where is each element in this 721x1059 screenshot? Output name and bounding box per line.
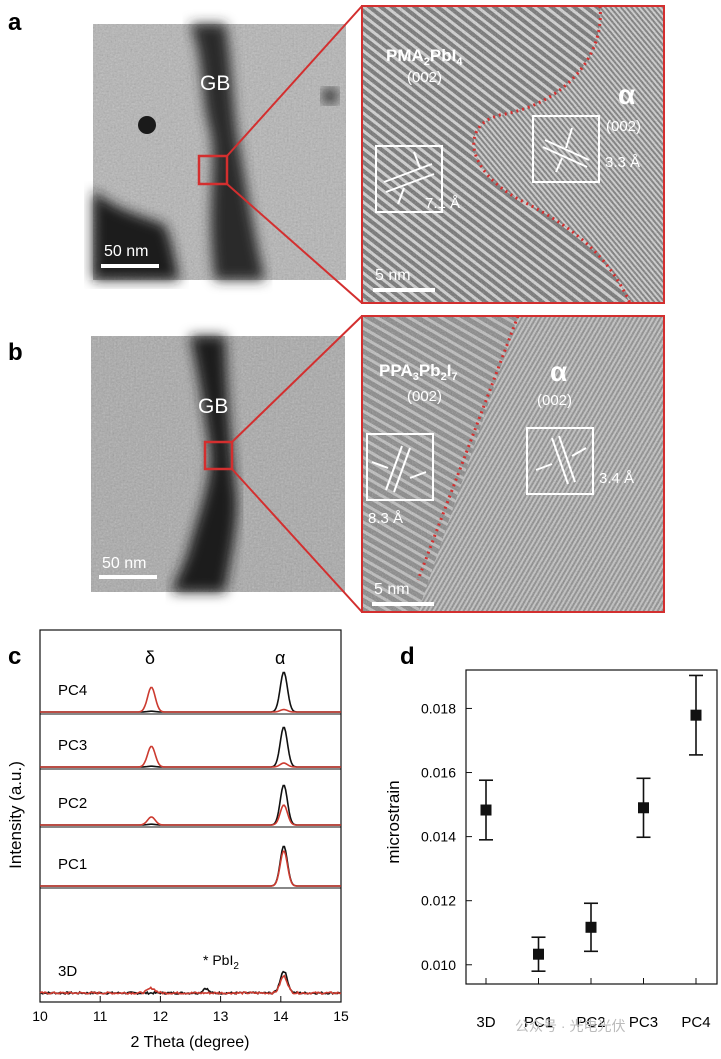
panel-a-phase-left: PMA2PbI4 [386, 46, 463, 68]
xrd-sample-label: PC1 [58, 856, 87, 873]
panel-a-phase-right-plane: (002) [606, 118, 641, 135]
panel-a-zoom-line-top [226, 5, 363, 157]
microstrain-point-3d [480, 804, 492, 816]
panel-a-zoom-scale-text: 5 nm [375, 267, 411, 284]
panel-b-phase-right: α [550, 356, 567, 387]
xrd-alpha-label: α [275, 648, 285, 668]
microstrain-x-tick-label: PC2 [576, 1014, 605, 1031]
panel-b-interface-line [416, 316, 520, 581]
xrd-trace-3d-red [39, 974, 342, 996]
panel-a-label: a [8, 9, 22, 36]
panel-b-gb-label: GB [198, 395, 228, 418]
microstrain-x-tick-label: 3D [476, 1014, 495, 1031]
panel-a-gb-label: GB [200, 72, 230, 95]
panel-b-d-left: 8.3 Å [368, 510, 403, 527]
panel-b-zoom-scale-bar [372, 602, 434, 606]
panel-a-d-right: 3.3 Å [605, 154, 640, 171]
xrd-x-tick-label: 11 [93, 1008, 108, 1024]
microstrain-y-tick-label: 0.014 [421, 829, 456, 845]
panel-b-phase-right-plane: (002) [537, 392, 572, 409]
panel-b-zoom-line-top [231, 315, 363, 443]
panel-b-inset-right [526, 427, 594, 495]
xrd-x-axis-title: 2 Theta (degree) [131, 1034, 250, 1051]
panel-b-zoom-frame [361, 315, 665, 613]
microstrain-y-tick-label: 0.016 [421, 765, 456, 781]
xrd-trace-pc2-red [40, 804, 341, 826]
xrd-trace-pc1-red [40, 850, 341, 887]
panel-a-roi-box [197, 154, 229, 186]
xrd-sample-label: PC3 [58, 737, 87, 754]
xrd-sample-label: 3D [58, 963, 77, 980]
panel-a-hrtem-image [362, 6, 664, 303]
xrd-trace-pc4-red [40, 686, 341, 713]
microstrain-point-pc2 [585, 921, 597, 933]
panel-b-overview-scale-text: 50 nm [102, 555, 146, 572]
panel-d-label: d [400, 643, 415, 670]
panel-b-zoom-line-bottom [231, 468, 363, 613]
panel-c-label: c [8, 643, 21, 670]
watermark-text: 公众号 · 光电光伏 [515, 1018, 625, 1034]
microstrain-y-tick-label: 0.010 [421, 957, 456, 973]
panel-b-zoom-scale-text: 5 nm [374, 581, 410, 598]
panel-a-zoom-frame [361, 5, 665, 304]
microstrain-point-pc4 [690, 709, 702, 721]
panel-a-overview-scale-bar [101, 264, 159, 268]
xrd-y-axis-title: Intensity (a.u.) [6, 761, 25, 869]
microstrain-point-pc3 [638, 802, 649, 814]
xrd-sample-label: PC2 [58, 795, 87, 812]
microstrain-x-tick-label: PC1 [524, 1014, 553, 1031]
panel-b-phase-left-plane: (002) [407, 388, 442, 405]
xrd-chart: δ α * PbI2 PC4 PC3 PC2 PC1 3D 10 11 12 13 14 15 2… [6, 629, 349, 1051]
xrd-x-tick-label: 12 [153, 1008, 169, 1024]
panel-b-phase-left: PPA3Pb2I7 [379, 361, 458, 383]
xrd-x-tick-label: 13 [213, 1008, 229, 1024]
panel-a-zoom-line-bottom [226, 183, 363, 304]
panel-b-inset-left [366, 433, 434, 501]
panel-a-inset-left [375, 145, 443, 213]
panel-b-hrtem-image [362, 316, 664, 612]
panel-b-overview-image: GB 50 nm [91, 336, 345, 592]
xrd-plot-frame [39, 629, 342, 1003]
panel-a-zoom-scale-bar [373, 288, 435, 292]
panel-b-label: b [8, 339, 23, 366]
xrd-x-tick-label: 14 [273, 1008, 289, 1024]
panel-a-d-left: 7.1 Å [425, 195, 460, 212]
panel-b-d-right: 3.4 Å [599, 470, 634, 487]
xrd-sample-label: PC4 [58, 682, 87, 699]
panel-a-inset-right [532, 115, 600, 183]
panel-a-phase-right: α [618, 79, 635, 110]
panel-a-phase-left-plane: (002) [407, 69, 442, 86]
microstrain-y-tick-label: 0.012 [421, 893, 456, 909]
panel-a-overview-image: GB 50 nm [93, 24, 346, 280]
panel-a-overview-scale-text: 50 nm [104, 243, 148, 260]
microstrain-x-tick-label: PC3 [629, 1014, 658, 1031]
panel-b-overview-scale-bar [99, 575, 157, 579]
microstrain-x-tick-label: PC4 [681, 1014, 710, 1031]
microstrain-y-axis-title: microstrain [384, 780, 403, 863]
panel-b-roi-box [203, 440, 234, 471]
xrd-delta-label: δ [145, 648, 155, 668]
xrd-pbi2-annotation: * PbI2 [203, 952, 239, 972]
xrd-x-tick-label: 10 [32, 1008, 48, 1024]
xrd-trace-3d-black [39, 970, 342, 996]
xrd-x-tick-label: 15 [333, 1008, 349, 1024]
microstrain-y-tick-label: 0.018 [421, 700, 456, 716]
xrd-trace-pc3-red [40, 745, 341, 768]
microstrain-point-pc1 [533, 948, 544, 960]
